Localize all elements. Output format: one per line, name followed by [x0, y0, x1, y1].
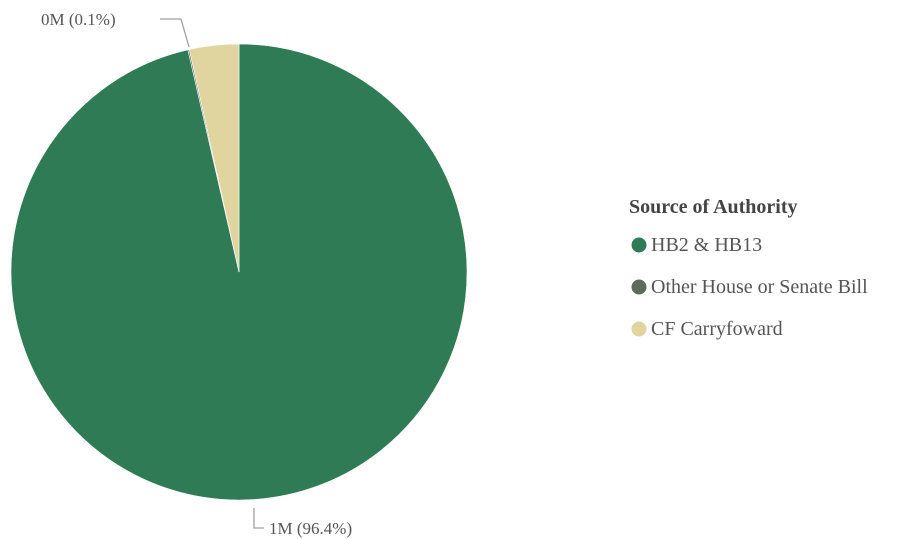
legend-item-hb2[interactable]: HB2 & HB13 [631, 234, 763, 256]
leader-line-cf [160, 18, 190, 48]
data-label-cf: 0M (0.1%) [41, 10, 116, 29]
legend-marker-hb2 [631, 237, 647, 253]
legend-label-hb2: HB2 & HB13 [651, 234, 762, 256]
slice-labels: 1M (96.4%) 0M (0.1%) [41, 10, 352, 538]
legend-marker-other-bill [631, 279, 647, 295]
legend-item-other-bill[interactable]: Other House or Senate Bill [631, 276, 869, 298]
pie-slices [10, 43, 468, 501]
legend-title: Source of Authority [629, 196, 798, 218]
data-label-hb2: 1M (96.4%) [269, 519, 352, 538]
legend-label-other-bill: Other House or Senate Bill [651, 276, 868, 298]
legend-marker-cf-carryforward [631, 321, 647, 337]
pie-slice-cf-carryfoward[interactable] [188, 43, 240, 273]
leader-line-hb2 [253, 508, 264, 529]
legend-label-cf-carryforward: CF Carryfoward [651, 318, 783, 340]
legend: Source of Authority HB2 & HB13 Other Hou… [629, 196, 868, 340]
legend-item-cf-carryforward[interactable]: CF Carryfoward [631, 318, 783, 340]
